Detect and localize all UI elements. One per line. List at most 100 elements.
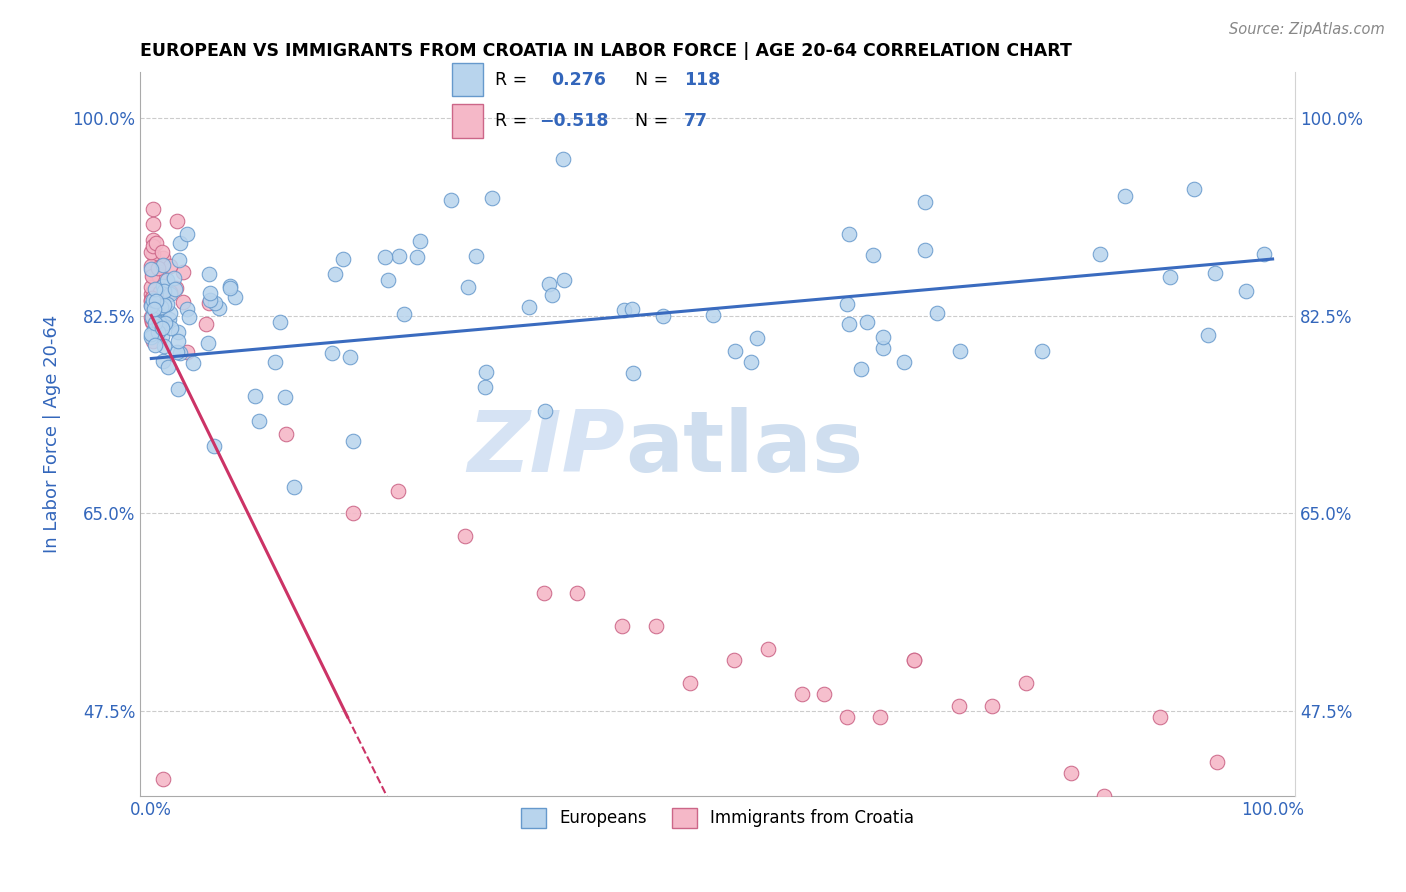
Point (1092, 789, 1115, 803)
Point (156, 297, 179, 311)
Point (152, 339, 174, 353)
Point (1060, 766, 1083, 780)
Text: R =: R = (495, 70, 527, 89)
Point (274, 427, 297, 442)
Point (387, 248, 409, 262)
Point (198, 293, 221, 308)
Point (159, 321, 181, 335)
Point (149, 309, 172, 323)
Point (141, 314, 163, 328)
Point (197, 336, 219, 351)
Point (1253, 247, 1275, 261)
Point (142, 298, 165, 312)
Point (159, 259, 181, 273)
Point (872, 341, 894, 355)
Point (150, 321, 173, 335)
Point (143, 293, 166, 307)
Point (678, 676, 700, 690)
Point (838, 317, 860, 331)
Point (872, 330, 894, 344)
Point (949, 343, 972, 358)
Point (567, 585, 589, 599)
Point (172, 295, 194, 310)
Point (533, 404, 555, 418)
Point (1031, 344, 1053, 359)
Point (219, 279, 242, 293)
Point (374, 250, 396, 264)
Point (387, 483, 409, 498)
Point (517, 300, 540, 314)
Point (1182, 182, 1205, 196)
Point (142, 217, 165, 231)
Point (1205, 755, 1227, 769)
Text: N =: N = (634, 112, 668, 130)
Point (176, 301, 198, 316)
Point (198, 267, 221, 281)
Point (142, 301, 165, 316)
Point (903, 653, 925, 667)
Point (652, 310, 675, 324)
Point (756, 642, 779, 657)
Point (141, 261, 163, 276)
Point (176, 345, 198, 359)
Point (145, 279, 167, 293)
Point (152, 279, 174, 293)
Point (142, 269, 165, 284)
Point (143, 301, 166, 316)
Point (856, 315, 879, 329)
Point (141, 244, 163, 259)
Legend: Europeans, Immigrants from Croatia: Europeans, Immigrants from Croatia (515, 801, 921, 835)
Point (274, 390, 297, 404)
Text: R =: R = (495, 112, 527, 130)
Point (146, 303, 169, 318)
Point (481, 191, 503, 205)
Point (166, 344, 188, 359)
Point (218, 281, 240, 295)
Point (1088, 247, 1111, 261)
Point (141, 315, 163, 329)
Text: EUROPEAN VS IMMIGRANTS FROM CROATIA IN LABOR FORCE | AGE 20-64 CORRELATION CHART: EUROPEAN VS IMMIGRANTS FROM CROATIA IN L… (141, 42, 1071, 60)
Point (148, 319, 170, 334)
Point (838, 227, 860, 241)
Point (183, 356, 205, 370)
Point (1159, 269, 1181, 284)
Y-axis label: In Labor Force | Age 20-64: In Labor Force | Age 20-64 (44, 315, 60, 553)
Point (142, 326, 165, 341)
Point (204, 295, 226, 310)
Point (1204, 266, 1226, 280)
Text: 77: 77 (685, 112, 709, 130)
Point (141, 259, 163, 273)
Text: 0.276: 0.276 (551, 70, 606, 89)
Point (141, 291, 163, 305)
Point (169, 252, 191, 267)
Point (533, 585, 555, 599)
Point (141, 310, 163, 325)
FancyBboxPatch shape (453, 104, 484, 137)
Point (141, 265, 163, 279)
Point (176, 227, 198, 242)
Point (142, 293, 165, 307)
Point (408, 234, 430, 248)
Point (1114, 189, 1136, 203)
Point (143, 316, 166, 330)
Point (159, 285, 181, 299)
Point (1234, 284, 1257, 298)
Point (790, 687, 813, 701)
Point (148, 268, 170, 283)
Point (145, 293, 167, 308)
Point (1015, 676, 1038, 690)
Point (537, 277, 560, 291)
Point (141, 330, 163, 344)
Point (200, 286, 222, 301)
Point (474, 380, 496, 394)
Point (141, 297, 163, 311)
Text: Source: ZipAtlas.com: Source: ZipAtlas.com (1229, 22, 1385, 37)
Point (143, 338, 166, 352)
Point (862, 248, 884, 262)
Point (454, 529, 477, 543)
Point (142, 246, 165, 260)
Point (148, 315, 170, 329)
Point (141, 293, 163, 308)
Point (149, 285, 172, 300)
Point (157, 285, 180, 300)
